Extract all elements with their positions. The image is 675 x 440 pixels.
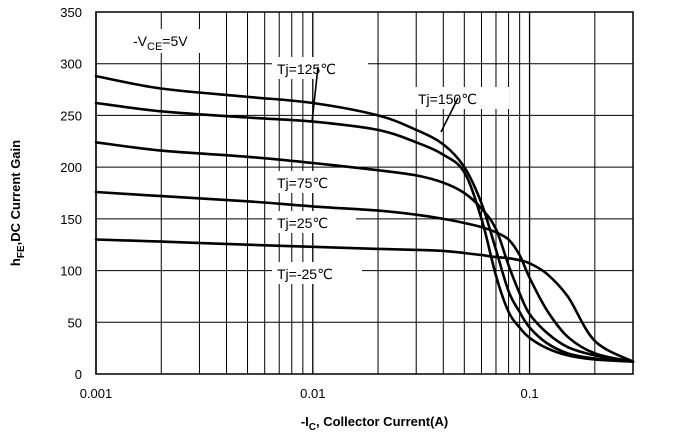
- series-label-leader: [440, 97, 459, 133]
- series-label-box: [413, 87, 509, 109]
- series-label-box: [272, 171, 356, 193]
- series-line: [94, 74, 635, 363]
- series-label: Tj=-25℃: [277, 266, 333, 282]
- condition-label: -VCE=5V: [133, 33, 188, 53]
- series-label-box: [272, 57, 368, 79]
- x-tick-label: 0.01: [300, 386, 325, 401]
- series-label-box: [272, 211, 356, 233]
- x-axis-title: -IC, Collector Current(A): [301, 414, 448, 433]
- series-label-leader: [311, 66, 319, 123]
- series-line: [94, 190, 635, 363]
- x-tick-label: 0.001: [80, 386, 113, 401]
- y-axis-title: hFE,DC Current Gain: [8, 140, 27, 266]
- series-label: Tj=150℃: [418, 91, 477, 107]
- y-tick-label: 100: [60, 264, 82, 279]
- y-tick-label: 300: [60, 57, 82, 72]
- y-tick-label: 0: [75, 367, 82, 382]
- series-line: [94, 238, 635, 363]
- y-tick-label: 200: [60, 160, 82, 175]
- series-label: Tj=25℃: [277, 215, 328, 231]
- y-tick-label: 150: [60, 212, 82, 227]
- series-line: [94, 141, 635, 363]
- condition-box: [127, 29, 219, 53]
- series-line: [94, 101, 635, 363]
- y-tick-label: 250: [60, 108, 82, 123]
- plot-border: [95, 11, 634, 375]
- series-label: Tj=125℃: [277, 61, 336, 77]
- y-tick-label: 350: [60, 5, 82, 20]
- series-label-box: [272, 262, 362, 284]
- series-label: Tj=75℃: [277, 175, 328, 191]
- x-tick-label: 0.1: [521, 386, 539, 401]
- y-tick-label: 50: [68, 315, 82, 330]
